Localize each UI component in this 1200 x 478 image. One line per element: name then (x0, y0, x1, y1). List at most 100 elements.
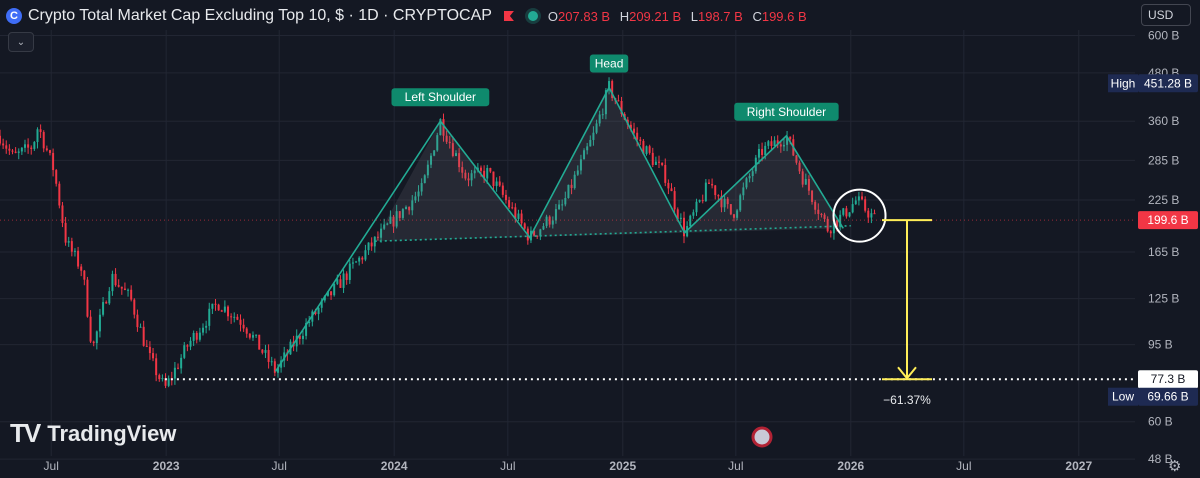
candle-body (142, 326, 145, 346)
candle-body (542, 226, 545, 230)
candle-body (773, 140, 776, 147)
candle-body (770, 141, 773, 147)
candle-body (726, 198, 729, 205)
target-arrow-head (897, 366, 917, 380)
flag-icon[interactable] (503, 11, 514, 21)
candle-body (52, 152, 55, 171)
candle-body (120, 286, 123, 289)
x-tick-label: Jul (500, 459, 515, 473)
candle-body (86, 279, 89, 317)
collapse-legend-button[interactable]: ⌄ (8, 32, 34, 52)
highlight-circle (832, 188, 887, 243)
candle-body (276, 367, 279, 373)
candle-body (0, 135, 1, 144)
candle-body (717, 195, 720, 197)
candle-body (857, 196, 860, 201)
symbol-title[interactable]: Crypto Total Market Cap Excluding Top 10… (28, 7, 492, 24)
candle-body (258, 334, 261, 350)
candle-body (102, 302, 105, 315)
candle-body (695, 201, 698, 213)
candle-body (595, 123, 598, 133)
candle-body (723, 198, 726, 208)
candle-body (23, 144, 26, 148)
candle-body (214, 303, 217, 305)
candle-body (164, 378, 167, 386)
candle-body (301, 335, 304, 339)
candle-body (539, 229, 542, 236)
candle-body (14, 151, 17, 153)
candle-body (208, 308, 211, 326)
candle-body (264, 349, 267, 353)
x-tick-label: 2025 (609, 459, 636, 473)
candle-body (417, 191, 420, 197)
candle-body (351, 262, 354, 264)
currency-selector[interactable]: USD (1141, 4, 1191, 26)
candle-body (251, 335, 254, 338)
candle-body (664, 164, 667, 183)
candle-body (748, 176, 751, 179)
candle-body (373, 236, 376, 247)
candle-body (667, 182, 670, 189)
price-marker-target (1138, 370, 1198, 389)
candle-body (514, 207, 517, 219)
candle-body (729, 204, 732, 215)
candle-body (177, 367, 180, 369)
candle-body (358, 257, 361, 262)
currency-label: USD (1148, 8, 1174, 22)
candle-body (314, 311, 317, 315)
candle-body (757, 148, 760, 158)
candle-body (804, 178, 807, 185)
candle-body (601, 114, 604, 116)
candle-body (820, 213, 823, 215)
high-value: 209.21 B (629, 8, 682, 24)
candle-body (867, 210, 870, 218)
candle-body (517, 213, 520, 219)
price-marker-name: Low (1112, 390, 1134, 404)
candle-body (739, 195, 742, 211)
candle-body (473, 170, 476, 174)
candle-body (576, 170, 579, 175)
candle-body (117, 285, 120, 287)
candle-body (430, 155, 433, 165)
candle-body (608, 81, 611, 91)
pattern-label-bg (589, 54, 629, 73)
candle-body (554, 209, 557, 221)
candle-body (761, 148, 764, 155)
candle-body (864, 199, 867, 211)
candle-body (376, 236, 379, 238)
candle-body (295, 335, 298, 347)
candle-body (570, 184, 573, 189)
x-tick-label: 2023 (153, 459, 180, 473)
pattern-label: Right Shoulder (747, 105, 826, 119)
candle-body (617, 100, 620, 102)
candle-body (511, 207, 514, 209)
candle-body (648, 146, 651, 153)
candle-body (167, 378, 170, 386)
tradingview-branding: TV TradingView (10, 418, 176, 449)
candle-body (77, 250, 80, 267)
candle-body (20, 147, 23, 152)
candle-body (158, 375, 161, 380)
candle-body (461, 167, 464, 173)
candle-body (133, 299, 136, 315)
candle-body (123, 288, 126, 291)
candle-body (361, 257, 364, 260)
candle-body (58, 183, 61, 206)
low-label: L (690, 8, 698, 24)
candle-body (389, 216, 392, 224)
candle-body (433, 150, 436, 156)
candle-body (308, 321, 311, 324)
candle-body (789, 136, 792, 140)
candle-body (801, 171, 804, 185)
candle-body (832, 220, 835, 234)
candle-body (48, 150, 51, 153)
gear-icon[interactable]: ⚙ (1168, 458, 1182, 475)
candle-body (211, 303, 214, 309)
candle-body (17, 151, 20, 153)
candle-body (676, 209, 679, 219)
candle-body (661, 162, 664, 165)
candle-body (173, 367, 176, 379)
candle-body (629, 124, 632, 129)
candle-body (67, 241, 70, 243)
